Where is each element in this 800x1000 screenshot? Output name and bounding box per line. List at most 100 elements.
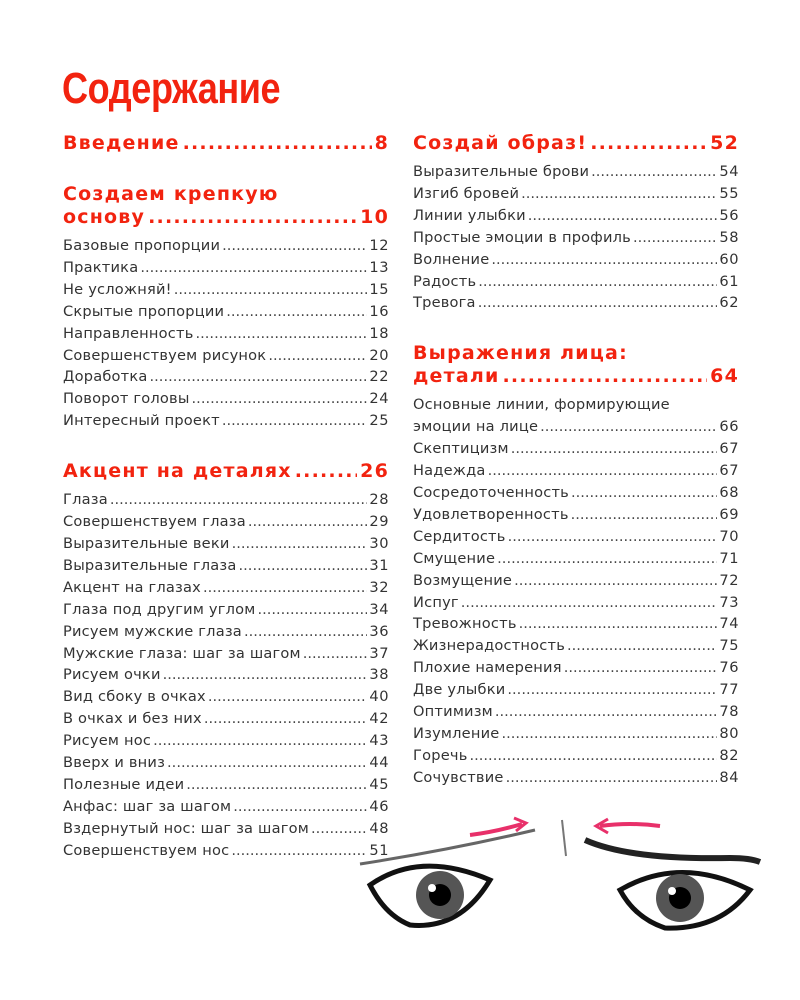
toc-entry[interactable]: Совершенствуем рисунок 20: [63, 345, 389, 367]
dot-leader: [248, 511, 368, 533]
toc-section-heading[interactable]: Введение 8: [63, 132, 389, 155]
eyes-illustration: [359, 816, 762, 931]
toc-entry[interactable]: Практика 13: [63, 257, 389, 279]
toc-entry[interactable]: Выразительные глаза 31: [63, 555, 389, 577]
toc-entry[interactable]: Рисуем мужские глаза 36: [63, 621, 389, 643]
dot-leader: [153, 730, 367, 752]
toc-entry[interactable]: Акцент на глазах 32: [63, 577, 389, 599]
toc-entry[interactable]: Доработка 22: [63, 366, 389, 388]
toc-entry[interactable]: Вздернутый нос: шаг за шагом 48: [63, 818, 389, 840]
toc-entry[interactable]: Тревога 62: [413, 292, 739, 314]
left-eye: [366, 863, 494, 928]
toc-entry[interactable]: Сердитость 70: [413, 526, 739, 548]
toc-entry[interactable]: Совершенствуем глаза 29: [63, 511, 389, 533]
toc-entry-line[interactable]: Основные линии, формирующие: [413, 394, 739, 416]
toc-entry[interactable]: Две улыбки 77: [413, 679, 739, 701]
entry-page-number: 80: [719, 724, 739, 742]
toc-entry[interactable]: Выразительные веки 30: [63, 533, 389, 555]
heading-text: основу: [63, 206, 146, 228]
entry-label: Поворот головы: [63, 390, 190, 408]
heading-line: детали 64: [413, 365, 739, 388]
toc-entry[interactable]: Совершенствуем нос 51: [63, 840, 389, 862]
toc-entry[interactable]: Базовые пропорции 12: [63, 235, 389, 257]
arrow-left-icon: [599, 822, 661, 828]
toc-section-heading[interactable]: Акцент на деталях 26: [63, 460, 389, 483]
entry-page-number: 46: [369, 797, 389, 815]
entry-label: Вздернутый нос: шаг за шагом: [63, 819, 309, 837]
toc-entry[interactable]: Поворот головы 24: [63, 388, 389, 410]
entry-page-number: 55: [719, 184, 739, 202]
toc-entry[interactable]: Мужские глаза: шаг за шагом 37: [63, 643, 389, 665]
entry-label: Две улыбки: [413, 681, 506, 699]
dot-leader: [508, 526, 718, 548]
toc-entry[interactable]: Радость 61: [413, 271, 739, 293]
toc-entry[interactable]: Тревожность 74: [413, 613, 739, 635]
toc-entry[interactable]: Смущение 71: [413, 548, 739, 570]
entry-page-number: 77: [719, 681, 739, 699]
toc-entry[interactable]: Выразительные брови 54: [413, 161, 739, 183]
toc-entry[interactable]: Сосредоточенность 68: [413, 482, 739, 504]
dot-leader: [564, 657, 718, 679]
toc-section-heading[interactable]: Создай образ! 52: [413, 132, 739, 155]
toc-entry[interactable]: Изумление 80: [413, 723, 739, 745]
entry-label: Скептицизм: [413, 440, 509, 458]
toc-entry[interactable]: Простые эмоции в профиль 58: [413, 227, 739, 249]
toc-section-heading[interactable]: Выражения лица:детали 64: [413, 342, 739, 388]
entry-label: Сосредоточенность: [413, 483, 569, 501]
toc-entry[interactable]: Волнение 60: [413, 249, 739, 271]
dot-leader: [501, 723, 717, 745]
entry-page-number: 51: [369, 841, 389, 859]
entry-page-number: 13: [369, 258, 389, 276]
dot-leader: [192, 388, 368, 410]
entry-label: Плохие намерения: [413, 659, 562, 677]
entry-page-number: 28: [369, 491, 389, 509]
toc-entry[interactable]: Скептицизм 67: [413, 438, 739, 460]
heading-line: Создаем крепкую: [63, 183, 389, 206]
toc-entry[interactable]: Интересный проект 25: [63, 410, 389, 432]
toc-entry[interactable]: Линии улыбки 56: [413, 205, 739, 227]
toc-entry[interactable]: Анфас: шаг за шагом 46: [63, 796, 389, 818]
entry-label: Сердитость: [413, 527, 506, 545]
toc-entry[interactable]: Жизнерадостность 75: [413, 635, 739, 657]
dot-leader: [506, 767, 718, 789]
toc-entry[interactable]: Скрытые пропорции 16: [63, 301, 389, 323]
dot-leader: [507, 679, 717, 701]
toc-entry[interactable]: Горечь 82: [413, 745, 739, 767]
entry-page-number: 24: [369, 390, 389, 408]
toc-entry[interactable]: эмоции на лице 66: [413, 416, 739, 438]
entry-label: Направленность: [63, 324, 194, 342]
toc-entry[interactable]: Возмущение 72: [413, 570, 739, 592]
toc-entry[interactable]: Изгиб бровей 55: [413, 183, 739, 205]
toc-entry[interactable]: Вид сбоку в очках 40: [63, 686, 389, 708]
entry-label: Совершенствуем рисунок: [63, 346, 267, 364]
dot-leader: [488, 460, 718, 482]
heading-text: Выражения лица:: [413, 342, 628, 365]
toc-entry[interactable]: Плохие намерения 76: [413, 657, 739, 679]
dot-leader: [257, 599, 367, 621]
toc-entry[interactable]: Оптимизм 78: [413, 701, 739, 723]
toc-entry[interactable]: Полезные идеи 45: [63, 774, 389, 796]
toc-entry[interactable]: Не усложняй! 15: [63, 279, 389, 301]
entry-page-number: 48: [369, 819, 389, 837]
page-title: Содержание: [62, 64, 281, 113]
entry-label: Мужские глаза: шаг за шагом: [63, 644, 301, 662]
dot-leader: [174, 279, 368, 301]
toc-entry[interactable]: Глаза под другим углом 34: [63, 599, 389, 621]
dot-leader: [478, 292, 718, 314]
entry-page-number: 12: [369, 237, 389, 254]
toc-entry[interactable]: Испуг 73: [413, 592, 739, 614]
toc-entry[interactable]: Сочувствие 84: [413, 767, 739, 789]
toc-entry[interactable]: Вверх и вниз 44: [63, 752, 389, 774]
section-gap: [63, 155, 389, 183]
toc-entry[interactable]: Глаза 28: [63, 489, 389, 511]
toc-entry[interactable]: Рисуем нос 43: [63, 730, 389, 752]
toc-entry[interactable]: Направленность 18: [63, 323, 389, 345]
toc-entry[interactable]: Рисуем очки 38: [63, 664, 389, 686]
entry-label: Простые эмоции в профиль: [413, 228, 631, 246]
toc-entry[interactable]: Удовлетворенность 69: [413, 504, 739, 526]
entry-label: Рисуем мужские глаза: [63, 622, 242, 640]
toc-entry[interactable]: В очках и без них 42: [63, 708, 389, 730]
toc-entry[interactable]: Надежда 67: [413, 460, 739, 482]
